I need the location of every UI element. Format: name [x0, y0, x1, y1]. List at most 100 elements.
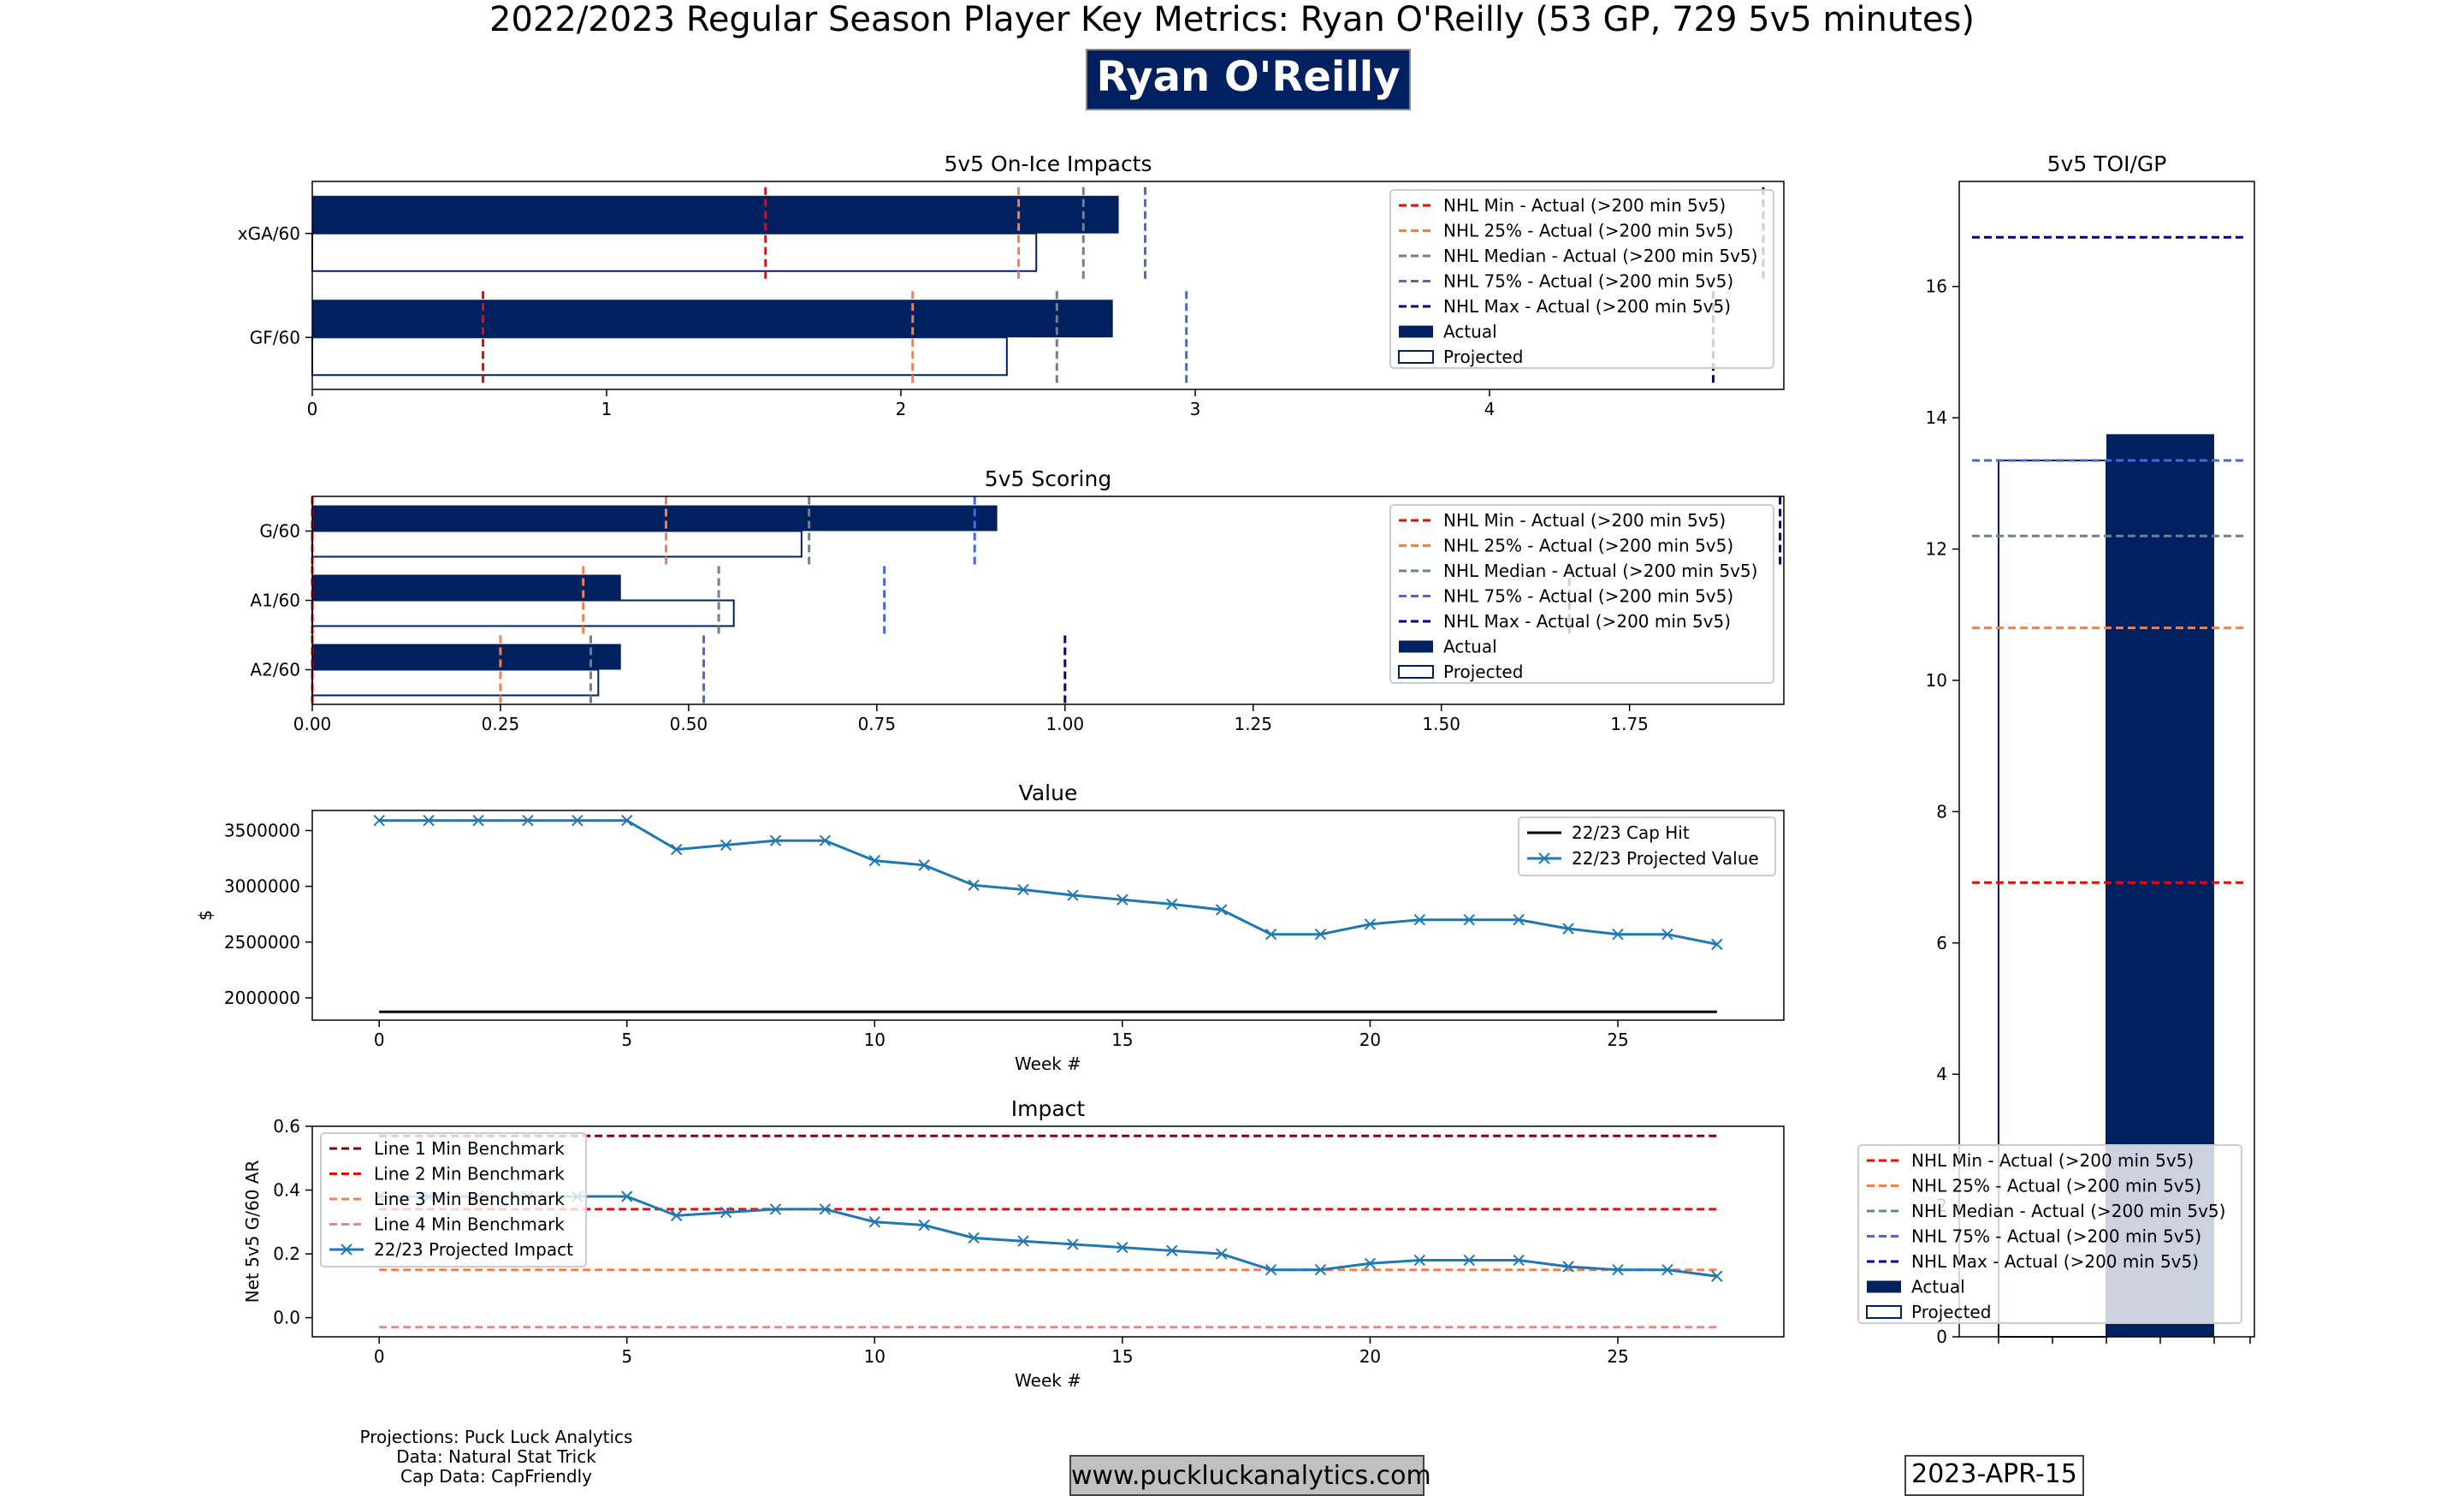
data-point — [819, 1203, 832, 1215]
data-point — [968, 879, 980, 892]
legend: NHL Min - Actual (>200 min 5v5) NHL 25% -… — [1857, 1144, 2242, 1324]
data-point — [868, 1216, 881, 1228]
bar-actual — [312, 644, 621, 670]
data-point — [670, 843, 683, 856]
x-tick-label: 1 — [601, 399, 613, 419]
data-point — [1562, 923, 1574, 935]
data-point — [1463, 1254, 1475, 1267]
axes-frame — [311, 1125, 1785, 1338]
website-link[interactable]: www.puckluckanalytics.com — [1069, 1455, 1431, 1496]
x-tick-label: 1.50 — [1422, 714, 1460, 734]
data-point — [1364, 1257, 1377, 1269]
legend: 22/23 Cap Hit 22/23 Projected Value — [1518, 816, 1776, 876]
data-point — [1661, 928, 1673, 941]
data-point — [1067, 1238, 1079, 1250]
x-tick-label: 0.50 — [670, 714, 708, 734]
credit-data: Data: Natural Stat Trick — [396, 1446, 596, 1467]
bar-actual — [312, 300, 1113, 338]
data-point — [1265, 1264, 1277, 1276]
legend-label: NHL 75% - Actual (>200 min 5v5) — [1911, 1226, 2201, 1247]
legend-label: Projected — [1911, 1302, 1991, 1322]
legend-label: NHL Min - Actual (>200 min 5v5) — [1911, 1150, 2194, 1171]
legend-label: NHL 75% - Actual (>200 min 5v5) — [1443, 586, 1733, 607]
data-point — [1413, 1254, 1426, 1267]
y-tick-label: 0 — [1936, 1327, 1947, 1347]
data-point — [769, 834, 782, 846]
chart-title: Impact — [1011, 1096, 1086, 1121]
y-tick-label: 4 — [1936, 1064, 1947, 1084]
legend-swatch-marker — [341, 1244, 352, 1256]
x-tick-label: 2 — [896, 399, 907, 419]
data-point — [1562, 1261, 1574, 1273]
y-tick-label: A2/60 — [250, 660, 300, 680]
legend-swatch-marker — [1538, 852, 1550, 864]
chart-title: 5v5 TOI/GP — [2047, 151, 2167, 176]
series-line — [379, 819, 1718, 946]
legend-label: NHL Min - Actual (>200 min 5v5) — [1443, 195, 1726, 216]
x-tick-label: 15 — [1111, 1030, 1133, 1050]
legend-label: 22/23 Projected Value — [1572, 848, 1759, 869]
y-tick-label: 16 — [1926, 276, 1947, 297]
legend-label: Line 4 Min Benchmark — [374, 1214, 565, 1235]
figure-title: 2022/2023 Regular Season Player Key Metr… — [489, 0, 1975, 39]
bar-projected — [311, 530, 803, 558]
data-point — [1265, 928, 1277, 941]
data-point — [968, 1232, 980, 1244]
date-stamp: 2023-APR-15 — [1904, 1455, 2084, 1496]
x-tick-label: 4 — [1484, 399, 1496, 419]
y-tick-label: 10 — [1926, 670, 1947, 691]
legend-label: NHL Median - Actual (>200 min 5v5) — [1443, 561, 1757, 581]
data-point — [1513, 914, 1525, 926]
data-point — [1067, 889, 1079, 901]
legend-label: 22/23 Projected Impact — [374, 1239, 573, 1260]
legend-swatch — [1398, 665, 1434, 679]
axes-frame — [311, 810, 1785, 1021]
chart-impact: Impact 0 5 10 15 20 25 0.0 0.2 0.4 0.6 Week # Net 5v… — [242, 1096, 1785, 1391]
data-point — [1612, 1264, 1624, 1276]
legend-label: Projected — [1443, 347, 1523, 367]
x-tick-label: 1.25 — [1234, 714, 1272, 734]
data-point — [572, 815, 583, 827]
x-tick-label: 1.75 — [1610, 714, 1649, 734]
chart-value: Value 0 5 10 15 20 25 2000000 2500000 3000000 3500… — [195, 781, 1785, 1074]
legend-label: NHL Max - Actual (>200 min 5v5) — [1911, 1251, 2199, 1272]
data-point — [423, 815, 435, 827]
chart-title: Value — [1019, 781, 1078, 805]
y-axis-label: Net 5v5 G/60 AR — [242, 1161, 263, 1303]
data-point — [1215, 1248, 1228, 1260]
legend-label: Actual — [1443, 322, 1497, 342]
bar-actual — [312, 574, 621, 601]
bar-actual — [312, 505, 998, 531]
x-tick-label: 0.25 — [482, 714, 520, 734]
data-point — [1513, 1254, 1525, 1267]
legend-swatch — [1399, 325, 1433, 338]
credits: Projections: Puck Luck Analytics Data: N… — [325, 1428, 667, 1487]
x-tick-label: 0 — [307, 399, 318, 419]
x-tick-label: 5 — [621, 1346, 632, 1367]
legend-swatch — [1399, 640, 1433, 653]
y-axis-label: $ — [195, 910, 216, 921]
data-point — [1364, 918, 1377, 930]
x-tick-label: 15 — [1111, 1346, 1133, 1367]
x-axis-label: Week # — [1015, 1370, 1081, 1391]
y-tick-label: G/60 — [259, 521, 300, 542]
data-point — [621, 815, 633, 827]
player-name-box — [1086, 49, 1411, 110]
bar-projected — [311, 668, 600, 697]
y-tick-label: 0.6 — [273, 1116, 300, 1137]
y-tick-label: xGA/60 — [238, 223, 300, 244]
bar-projected — [311, 599, 735, 627]
bar-projected — [311, 336, 1008, 377]
y-tick-label: GF/60 — [250, 327, 300, 347]
data-point — [1166, 898, 1178, 911]
y-tick-label: 0.4 — [273, 1180, 300, 1201]
legend-label: Line 2 Min Benchmark — [374, 1164, 565, 1184]
x-tick-label: 20 — [1359, 1346, 1381, 1367]
data-point — [1661, 1264, 1673, 1276]
data-point — [1612, 928, 1624, 941]
legend-label: NHL 25% - Actual (>200 min 5v5) — [1443, 221, 1733, 241]
x-tick-label: 0.00 — [293, 714, 332, 734]
x-tick-label: 5 — [621, 1030, 632, 1050]
player-name: Ryan O'Reilly — [1096, 53, 1400, 101]
